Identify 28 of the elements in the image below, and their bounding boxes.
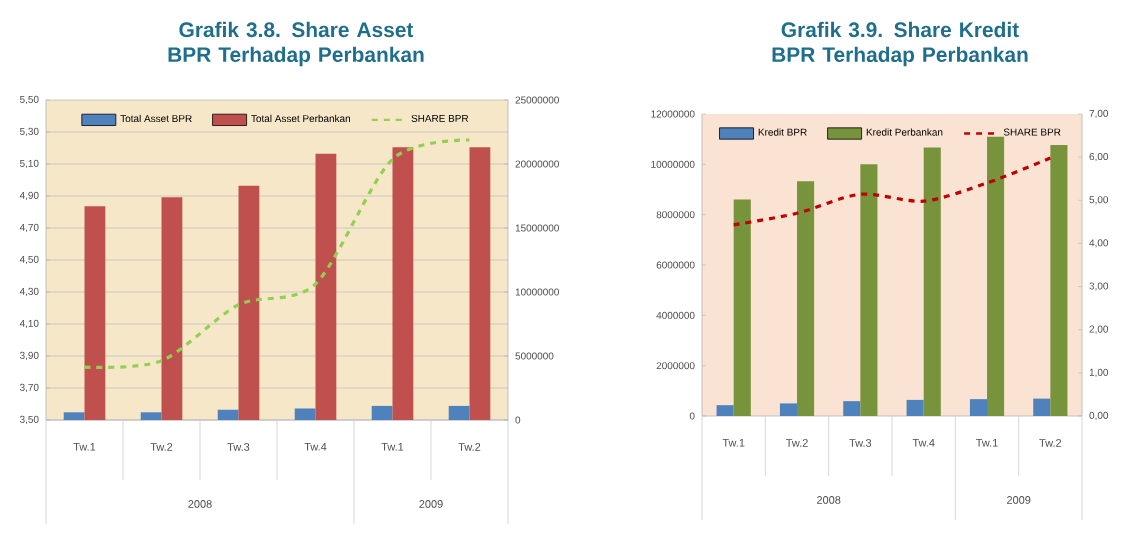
bar	[1050, 144, 1068, 416]
bar	[84, 206, 106, 420]
bar	[448, 405, 470, 420]
bar	[969, 399, 987, 416]
bar	[1033, 398, 1051, 416]
bar	[843, 401, 861, 416]
bar	[315, 153, 337, 420]
bar	[923, 147, 941, 416]
chart-title: Grafik 3.8. Share Asset BPR Terhadap Perbankan	[168, 21, 424, 67]
bar	[733, 199, 751, 416]
bar	[238, 185, 260, 420]
bar	[906, 399, 924, 416]
line-series	[732, 156, 1052, 227]
bar	[392, 147, 414, 420]
bar	[63, 412, 85, 420]
bar	[779, 403, 797, 416]
bar	[217, 409, 239, 420]
chart-title: Grafik 3.9. Share Kredit BPR Terhadap Perbankan	[772, 21, 1028, 67]
bar	[140, 412, 162, 420]
bar	[987, 136, 1005, 416]
bar	[716, 405, 734, 416]
bar	[161, 197, 183, 420]
bar	[860, 164, 878, 416]
bar	[797, 181, 815, 416]
bar	[371, 405, 393, 420]
line-series	[82, 138, 472, 370]
bar	[469, 147, 491, 420]
bar	[294, 408, 316, 420]
